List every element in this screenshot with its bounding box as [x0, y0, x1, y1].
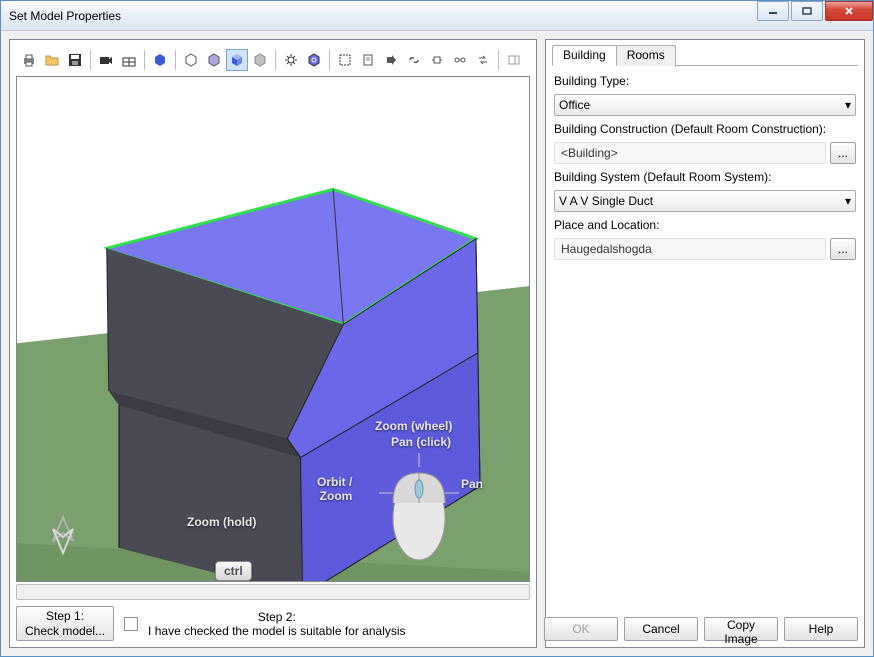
cube-shaded-icon[interactable]: [226, 49, 248, 71]
open-icon[interactable]: [41, 49, 63, 71]
system-value: V A V Single Duct: [559, 194, 653, 208]
step1-line2: Check model...: [25, 624, 105, 638]
link-icon[interactable]: [403, 49, 425, 71]
print-icon[interactable]: [18, 49, 40, 71]
conn-icon[interactable]: [449, 49, 471, 71]
place-label: Place and Location:: [554, 218, 856, 232]
building-type-value: Office: [559, 98, 590, 112]
construction-browse-button[interactable]: ...: [830, 142, 856, 164]
select-icon[interactable]: [334, 49, 356, 71]
cube-wire-icon[interactable]: [180, 49, 202, 71]
step2-checkbox[interactable]: [124, 617, 138, 631]
dialog-buttons: OK Cancel Copy Image Help: [552, 611, 858, 641]
construction-value: <Building>: [554, 142, 826, 164]
doc-icon[interactable]: [357, 49, 379, 71]
scene: Zoom (hold) ctrl Orbit / Zoom Zoom (whee…: [17, 77, 529, 581]
close-button[interactable]: [825, 1, 873, 21]
cube-face-icon[interactable]: [203, 49, 225, 71]
chevron-down-icon: ▾: [845, 194, 851, 208]
maximize-button[interactable]: [791, 1, 823, 21]
panel-icon[interactable]: [503, 49, 525, 71]
scrollbar-h[interactable]: [16, 584, 530, 600]
step1-line1: Step 1:: [25, 609, 105, 623]
plug-icon[interactable]: [426, 49, 448, 71]
step2-line2: I have checked the model is suitable for…: [148, 624, 405, 638]
compass-icon: [39, 511, 87, 559]
window-title: Set Model Properties: [9, 9, 757, 23]
system-combo[interactable]: V A V Single Duct ▾: [554, 190, 856, 212]
properties-panel: Building Rooms Building Type: Office ▾ B…: [545, 39, 865, 648]
form: Building Type: Office ▾ Building Constru…: [552, 66, 858, 268]
help-button[interactable]: Help: [784, 617, 858, 641]
tab-building[interactable]: Building: [552, 45, 617, 66]
arrow-right-icon[interactable]: [380, 49, 402, 71]
cube-bright-icon[interactable]: [249, 49, 271, 71]
steps-row: Step 1: Check model... Step 2: I have ch…: [16, 606, 530, 641]
building-type-label: Building Type:: [554, 74, 856, 88]
content-area: Zoom (hold) ctrl Orbit / Zoom Zoom (whee…: [1, 31, 873, 656]
tabs: Building Rooms: [552, 44, 858, 66]
cube-blue-icon[interactable]: [149, 49, 171, 71]
building-type-combo[interactable]: Office ▾: [554, 94, 856, 116]
step2-line1: Step 2:: [148, 610, 405, 624]
titlebar[interactable]: Set Model Properties: [1, 1, 873, 31]
system-label: Building System (Default Room System):: [554, 170, 856, 184]
copy-image-button[interactable]: Copy Image: [704, 617, 778, 641]
viewport-panel: Zoom (hold) ctrl Orbit / Zoom Zoom (whee…: [9, 39, 537, 648]
gear-icon[interactable]: [280, 49, 302, 71]
viewport-3d[interactable]: Zoom (hold) ctrl Orbit / Zoom Zoom (whee…: [16, 76, 530, 582]
swap-icon[interactable]: [472, 49, 494, 71]
chevron-down-icon: ▾: [845, 98, 851, 112]
tab-rooms[interactable]: Rooms: [616, 45, 676, 66]
dialog-window: Set Model Properties: [0, 0, 874, 657]
camera-icon[interactable]: [95, 49, 117, 71]
construction-label: Building Construction (Default Room Cons…: [554, 122, 856, 136]
minimize-button[interactable]: [757, 1, 789, 21]
mouse-icon: [379, 453, 459, 573]
place-value: Haugedalshogda: [554, 238, 826, 260]
cancel-button[interactable]: Cancel: [624, 617, 698, 641]
save-icon[interactable]: [64, 49, 86, 71]
window-buttons: [757, 1, 873, 30]
ok-button[interactable]: OK: [544, 617, 618, 641]
target-icon[interactable]: [303, 49, 325, 71]
home-icon[interactable]: [118, 49, 140, 71]
place-browse-button[interactable]: ...: [830, 238, 856, 260]
step2-text: Step 2: I have checked the model is suit…: [148, 610, 405, 638]
ctrl-key: ctrl: [215, 561, 252, 581]
toolbar: [16, 46, 530, 74]
step1-button[interactable]: Step 1: Check model...: [16, 606, 114, 641]
